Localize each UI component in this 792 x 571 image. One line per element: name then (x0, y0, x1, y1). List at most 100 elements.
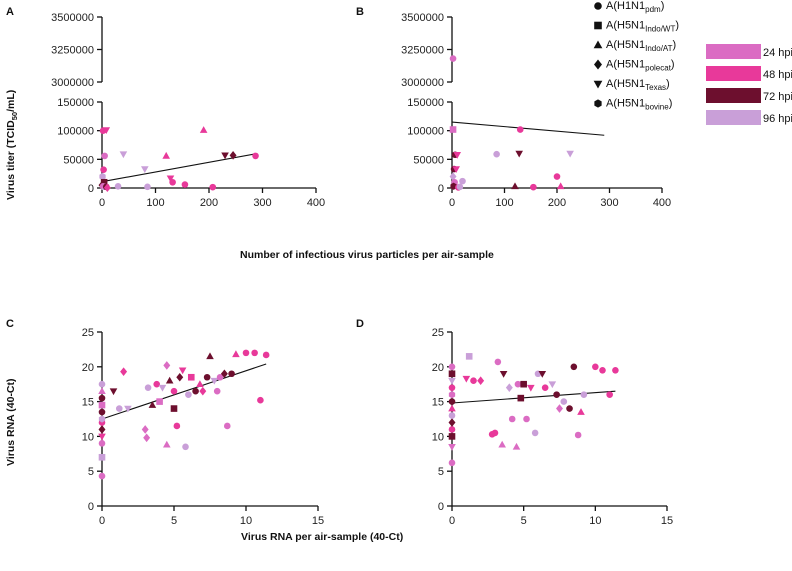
panel-label-c: C (6, 318, 14, 330)
data-point (196, 380, 204, 388)
data-point (470, 377, 477, 385)
legend-label: A(H1N1pdm) (606, 0, 664, 14)
legend: A(H1N1pdm) A(H5N1 Indo/WT) A(H5N1Indo/AT) A(… (593, 0, 792, 125)
data-point (599, 366, 606, 374)
x-tick-label: 200 (200, 197, 218, 209)
x-tick-label: 100 (146, 197, 164, 209)
legend-item-time: 72 hpi (706, 88, 792, 103)
legend-label: A(H5N1Indo/AT) (606, 39, 676, 53)
data-point (169, 178, 176, 186)
bottom-y-axis-title: Virus RNA (40-Ct) (5, 378, 17, 466)
legend-time-label: 72 hpi (763, 91, 792, 103)
y-tick-label: 10 (82, 431, 94, 443)
data-point (541, 384, 549, 391)
top-y-axis-title: Virus titer (TCID50/mL) (5, 90, 19, 200)
data-point (448, 444, 456, 451)
top-y-axis-title-tail: /mL) (5, 90, 17, 112)
data-point (141, 166, 149, 174)
y-tick-label: 50000 (413, 154, 444, 166)
y-tick-label: 25 (432, 327, 444, 339)
data-point (523, 415, 530, 423)
data-point (530, 183, 537, 191)
y-tick-label: 3500000 (401, 12, 444, 24)
data-point (465, 353, 473, 360)
panel-a: A 0 50000 100000 150000 3000000 3250000 350000… (6, 6, 325, 209)
data-point (103, 183, 111, 193)
y-tick-label: 50000 (63, 154, 94, 166)
x-tick-label: 10 (589, 515, 601, 527)
y-tick-label: 20 (432, 362, 444, 374)
data-point (162, 151, 170, 159)
legend-label-close: ) (675, 20, 679, 32)
legend-swatch (706, 66, 761, 81)
data-point (252, 152, 259, 160)
data-point (505, 383, 513, 392)
data-point (144, 384, 152, 391)
x-tick-label: 10 (240, 515, 252, 527)
data-point (251, 349, 258, 357)
x-tick-label: 5 (171, 515, 177, 527)
legend-marker-icon (594, 99, 602, 108)
legend-item-time: 48 hpi (706, 66, 792, 81)
data-point (448, 426, 456, 433)
top-y-axis-title-main: Virus titer (TCID (5, 120, 17, 200)
legend-label-base: A(H1N1 (606, 0, 645, 12)
data-point (448, 418, 456, 427)
top-y-axis-title-sub: 50 (10, 112, 19, 120)
panel-label-d: D (356, 318, 364, 330)
data-point (98, 394, 106, 402)
y-tick-label: 0 (438, 501, 444, 513)
data-point (109, 388, 118, 396)
data-point (448, 391, 456, 399)
data-point (182, 443, 189, 451)
legend-item-time: 24 hpi (706, 44, 792, 59)
data-point (556, 404, 563, 413)
data-point (216, 373, 224, 381)
legend-label: A(H5N1bovine) (606, 98, 672, 112)
data-point (228, 370, 235, 378)
data-point (199, 126, 208, 133)
legend-label-close: ) (669, 98, 673, 110)
legend-label-base: A(H5N1 (606, 98, 645, 110)
regression-line (451, 121, 605, 136)
data-point (448, 398, 456, 405)
y-tick-label: 3000000 (401, 77, 444, 89)
data-point (98, 408, 106, 416)
data-point (156, 398, 163, 405)
y-tick-label: 3000000 (51, 77, 94, 89)
data-point (98, 380, 106, 388)
data-point (163, 440, 171, 448)
panel-b: B 0 50000 100000 150000 3000000 3250000 350000… (356, 6, 671, 209)
data-point (173, 422, 181, 430)
data-point (221, 152, 229, 160)
data-point (203, 373, 211, 381)
data-point (100, 166, 107, 173)
data-point (527, 384, 535, 392)
legend-time-label: 48 hpi (763, 69, 792, 81)
legend-item-subtype: A(H5N1bovine) (594, 98, 672, 112)
legend-marker-icon (594, 2, 602, 10)
data-point (556, 182, 565, 190)
x-tick-label: 300 (600, 197, 618, 209)
data-point (456, 183, 464, 191)
data-point (560, 398, 568, 405)
data-point (448, 384, 456, 391)
x-tick-label: 400 (653, 197, 671, 209)
data-point (570, 363, 578, 371)
data-point (178, 367, 187, 375)
legend-label-sub: Indo/WT (645, 25, 675, 34)
data-point (187, 373, 195, 381)
data-point (210, 377, 219, 385)
regression-line (451, 390, 616, 404)
panel-c: C 0 5 10 15 20 25 0 5 10 15 (6, 318, 324, 527)
data-point (553, 391, 560, 398)
data-point (612, 366, 619, 374)
data-point (493, 150, 500, 158)
legend-label-close: ) (671, 59, 675, 71)
data-point (209, 183, 217, 191)
data-point (448, 363, 456, 371)
panel-label-b: B (356, 6, 364, 18)
legend-item-subtype: A(H5N1Indo/AT) (593, 39, 676, 53)
data-point (448, 404, 456, 412)
